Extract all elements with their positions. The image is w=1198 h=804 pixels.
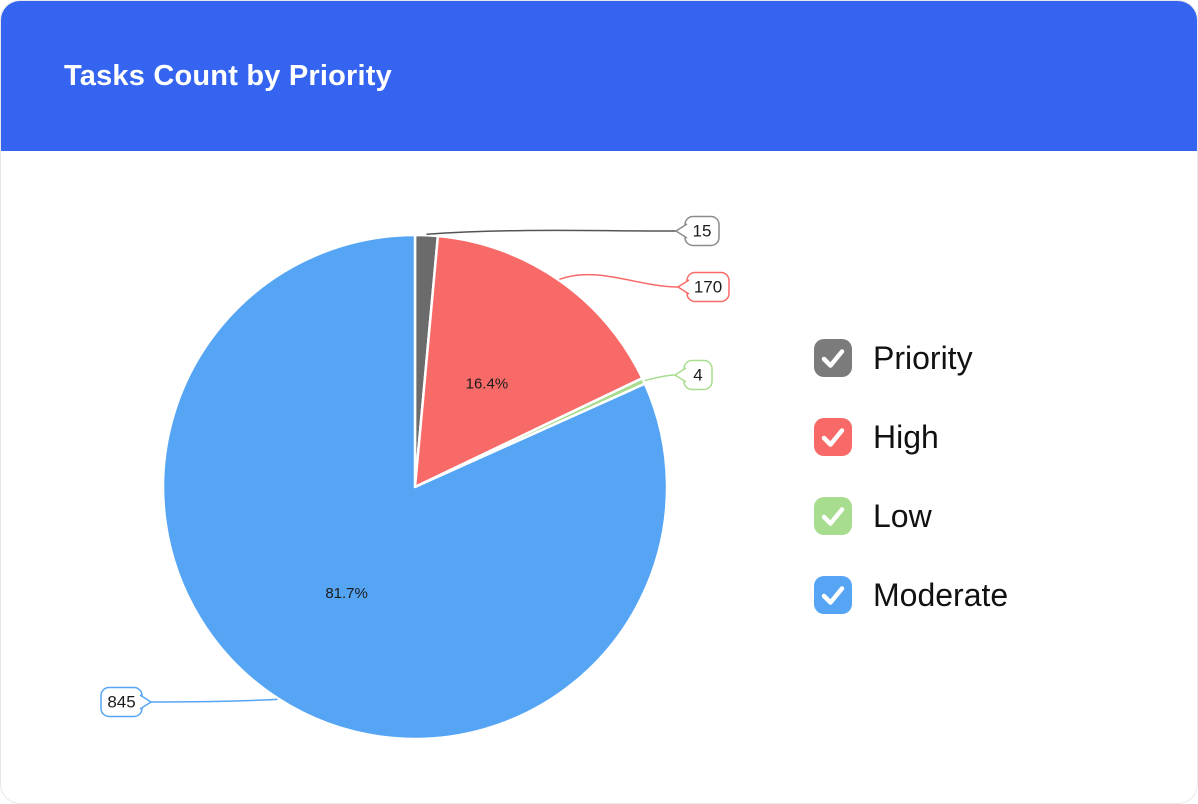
legend-label-high: High (873, 419, 939, 455)
callout-value-moderate: 845 (107, 693, 135, 712)
legend-label-low: Low (873, 498, 932, 534)
legend-checkbox-priority[interactable] (814, 339, 852, 377)
chart-title: Tasks Count by Priority (64, 59, 392, 92)
callout-line-priority (426, 229, 677, 236)
legend-checkbox-low[interactable] (814, 497, 852, 535)
legend-checkbox-moderate[interactable] (814, 576, 852, 614)
legend: Priority High Low Moderate (814, 339, 1008, 655)
legend-label-moderate: Moderate (873, 577, 1009, 613)
callout-pointer-high (677, 279, 690, 295)
callout-value-low: 4 (693, 366, 702, 385)
callout-line-moderate (150, 698, 278, 703)
checkmark-icon (821, 586, 845, 605)
callout-line-low (644, 374, 676, 382)
callout-line-high (559, 273, 679, 288)
legend-label-priority: Priority (873, 340, 973, 376)
percent-label-high: 16.4% (466, 376, 509, 393)
checkmark-icon (821, 349, 845, 368)
legend-item-moderate[interactable]: Moderate (814, 576, 1008, 614)
callout-pointer-priority (675, 223, 688, 239)
callout-value-high: 170 (694, 278, 722, 297)
percent-label-moderate: 81.7% (325, 585, 368, 602)
callout-value-priority: 15 (693, 222, 712, 241)
pie-slice-moderate[interactable] (161, 233, 669, 741)
checkmark-icon (821, 428, 845, 447)
callout-pointer-moderate (139, 694, 152, 710)
legend-item-low[interactable]: Low (814, 497, 1008, 535)
chart-header: Tasks Count by Priority (1, 1, 1197, 151)
legend-item-priority[interactable]: Priority (814, 339, 1008, 377)
checkmark-icon (821, 507, 845, 526)
legend-checkbox-high[interactable] (814, 418, 852, 456)
legend-item-high[interactable]: High (814, 418, 1008, 456)
callout-pointer-low (674, 367, 687, 383)
pie-slice-high[interactable] (413, 234, 644, 489)
